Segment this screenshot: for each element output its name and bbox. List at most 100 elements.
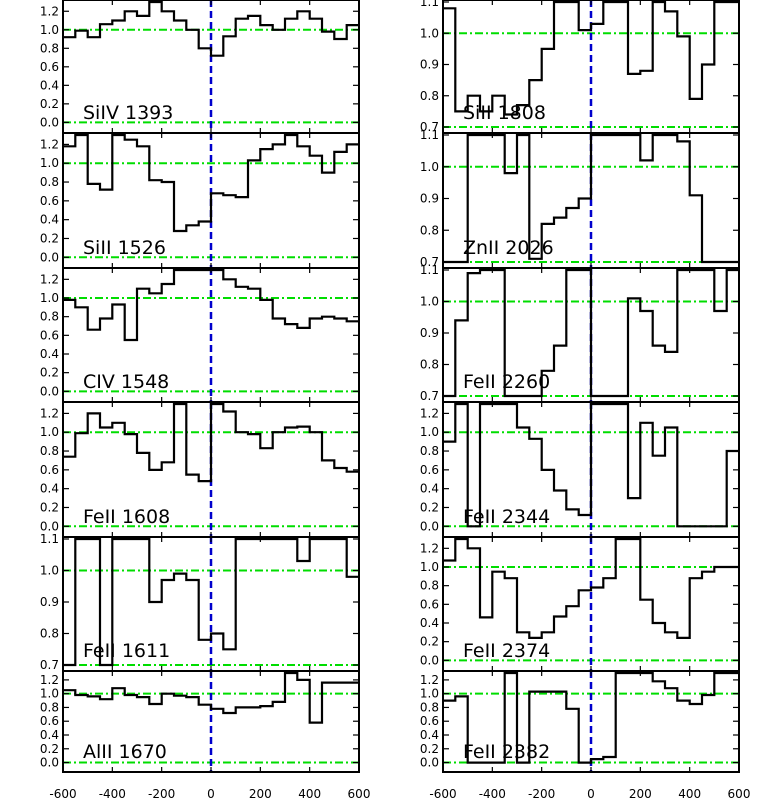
- y-tick-label: 0.4: [40, 728, 59, 742]
- spectrum-line: [63, 0, 359, 57]
- y-tick-label: 0.4: [40, 482, 59, 496]
- panel-plot-area: [443, 0, 739, 133]
- panel-plot-area: [63, 537, 359, 671]
- x-tick-label: 200: [249, 787, 272, 801]
- y-tick-label: 0.4: [40, 347, 59, 361]
- x-tick-label: 200: [629, 787, 652, 801]
- panel-civ-1548: 0.0 0.2 0.4 0.6 0.8 1.0 1.2 CIV 1548: [40, 267, 360, 403]
- y-tick-label: 0.7: [420, 255, 439, 269]
- panel-siii-1526: 0.0 0.2 0.4 0.6 0.8 1.0 1.2 SiII 1526: [40, 132, 360, 269]
- x-tick-label: -600: [429, 787, 456, 801]
- panel-label: FeII 2260: [463, 371, 550, 393]
- y-tick-label: 1.0: [420, 425, 439, 439]
- panel-znii-2026: 0.7 0.8 0.9 1.0 1.1 ZnII 2026: [420, 128, 740, 269]
- x-tick-label: 0: [207, 787, 215, 801]
- panel-plot-area: [63, 133, 359, 268]
- y-tick-label: 0.8: [420, 700, 439, 714]
- panel-label: FeII 1608: [83, 506, 170, 528]
- y-tick-label: 1.0: [40, 425, 59, 439]
- y-tick-label: 0.8: [420, 579, 439, 593]
- panel-label: ZnII 2026: [463, 237, 554, 259]
- panel-siiv-1393: 0.0 0.2 0.4 0.6 0.8 1.0 1.2 SiIV 1393: [40, 0, 360, 134]
- panel-label: SiII 1808: [463, 102, 546, 124]
- panel-feii-1608: 0.0 0.2 0.4 0.6 0.8 1.0 1.2 FeII 1608: [40, 401, 360, 538]
- y-tick-label: 0.8: [40, 627, 59, 641]
- y-tick-label: 1.1: [420, 263, 439, 277]
- y-tick-label: 1.0: [420, 295, 439, 309]
- panel-plot-area: [443, 402, 739, 537]
- spectrum-line: [443, 0, 739, 116]
- spectrum-line: [443, 402, 739, 528]
- y-tick-label: 0.6: [420, 714, 439, 728]
- y-tick-label: 0.8: [40, 310, 59, 324]
- panel-plot-area: [63, 671, 359, 772]
- y-tick-label: 1.2: [420, 673, 439, 687]
- y-tick-label: 1.0: [40, 564, 59, 578]
- y-tick-label: 0.8: [40, 444, 59, 458]
- spectrum-line: [63, 268, 359, 342]
- spectrum-line: [63, 133, 359, 233]
- panel-label: FeII 2382: [463, 741, 550, 763]
- y-tick-label: 0.6: [420, 463, 439, 477]
- y-tick-label: 0.9: [420, 326, 439, 340]
- y-tick-label: 1.0: [40, 23, 59, 37]
- y-tick-label: 0.6: [40, 714, 59, 728]
- spectrum-line: [63, 537, 359, 667]
- y-tick-label: 0.0: [40, 384, 59, 398]
- x-tick-label: 0: [587, 787, 595, 801]
- panel-alii-1670: 0.00.20.40.60.81.01.2 AlII 1670: [40, 670, 360, 773]
- spectrum-line: [443, 133, 739, 264]
- y-tick-label: 1.2: [420, 541, 439, 555]
- y-tick-label: 1.2: [40, 137, 59, 151]
- y-tick-label: 0.2: [420, 635, 439, 649]
- x-tick-label: -200: [148, 787, 175, 801]
- y-tick-label: 0.2: [40, 500, 59, 514]
- y-tick-label: 0.9: [420, 192, 439, 206]
- y-tick-label: 0.4: [40, 213, 59, 227]
- spectrum-line: [443, 537, 739, 639]
- panel-label: SiIV 1393: [83, 102, 173, 124]
- y-tick-label: 0.2: [420, 500, 439, 514]
- y-tick-label: 1.0: [40, 687, 59, 701]
- x-tick-label: 600: [728, 787, 751, 801]
- y-tick-label: 0.8: [420, 444, 439, 458]
- panel-plot-area: [443, 268, 739, 402]
- panel-plot-area: [443, 671, 739, 772]
- y-tick-label: 0.8: [40, 41, 59, 55]
- panel-plot-area: [63, 402, 359, 537]
- x-tick-label: 400: [678, 787, 701, 801]
- y-tick-label: 0.8: [40, 700, 59, 714]
- y-tick-label: 1.1: [420, 0, 439, 9]
- spectrum-line: [63, 671, 359, 724]
- y-tick-label: 0.6: [40, 328, 59, 342]
- spectrum-line: [443, 671, 739, 764]
- y-tick-label: 0.2: [40, 231, 59, 245]
- y-tick-label: 0.7: [420, 389, 439, 403]
- y-tick-label: 0.7: [420, 120, 439, 134]
- spectrum-line: [443, 268, 739, 398]
- panel-feii-2382: 0.00.20.40.60.81.01.2 FeII 2382: [420, 670, 740, 773]
- y-tick-label: 0.6: [40, 194, 59, 208]
- x-tick-label: -400: [479, 787, 506, 801]
- panel-plot-area: [63, 0, 359, 133]
- panel-feii-2260: 0.7 0.8 0.9 1.0 1.1 FeII 2260: [420, 263, 740, 403]
- panel-label: FeII 2344: [463, 506, 550, 528]
- y-tick-label: 1.2: [40, 272, 59, 286]
- x-tick-label: 400: [298, 787, 321, 801]
- panel-feii-2374: 0.0 0.2 0.4 0.6 0.8 1.0 1.2 FeII 2374: [420, 536, 740, 672]
- y-tick-label: 1.2: [40, 673, 59, 687]
- panel-label: CIV 1548: [83, 371, 169, 393]
- panel-feii-2344: 0.0 0.2 0.4 0.6 0.8 1.0 1.2 FeII 2344: [420, 401, 740, 538]
- y-tick-label: 1.0: [420, 26, 439, 40]
- y-tick-label: 0.4: [420, 482, 439, 496]
- y-tick-label: 0.8: [420, 358, 439, 372]
- y-tick-label: 0.2: [420, 742, 439, 756]
- y-tick-label: 0.9: [420, 58, 439, 72]
- y-tick-label: 1.2: [40, 406, 59, 420]
- x-tick-label: -200: [528, 787, 555, 801]
- y-tick-label: 0.8: [420, 89, 439, 103]
- y-tick-label: 0.2: [40, 366, 59, 380]
- x-tick-label: 600: [348, 787, 371, 801]
- y-tick-label: 1.0: [420, 160, 439, 174]
